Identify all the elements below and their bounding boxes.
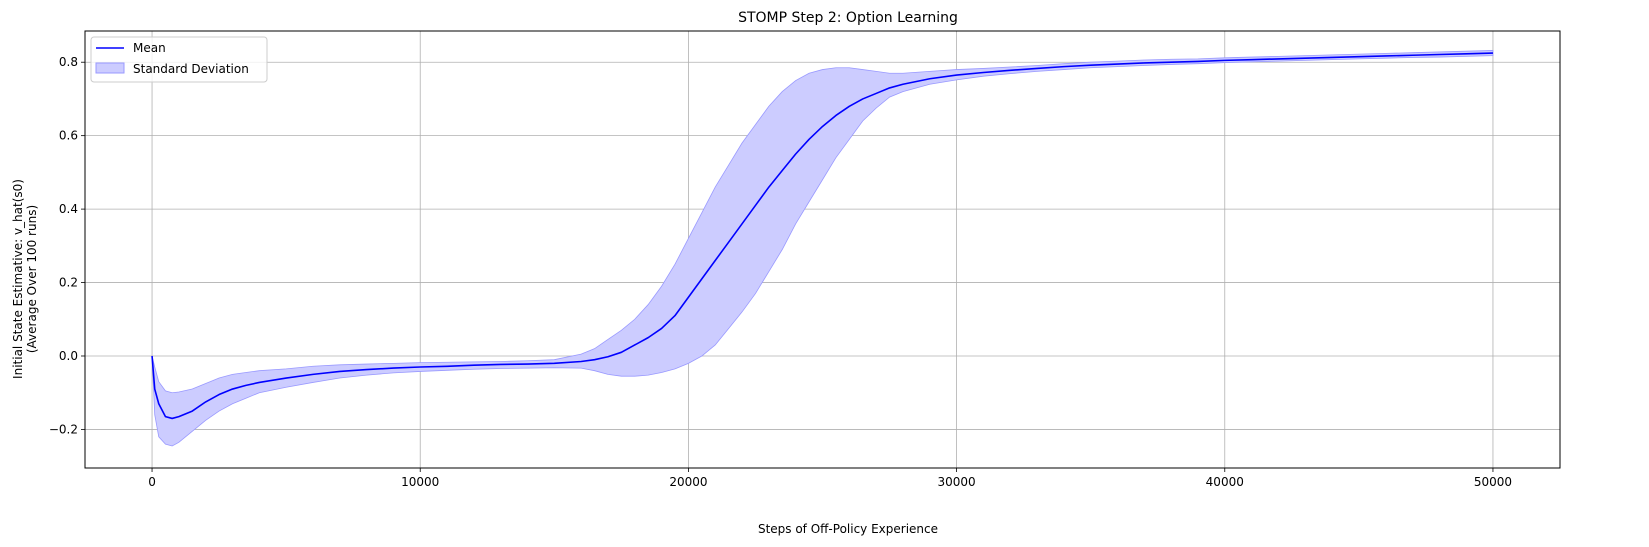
x-tick-label-1: 10000 bbox=[401, 475, 439, 489]
x-tick-label-3: 30000 bbox=[937, 475, 975, 489]
legend: Mean Standard Deviation bbox=[90, 36, 268, 83]
x-tick-label-2: 20000 bbox=[669, 475, 707, 489]
x-tick-label-4: 40000 bbox=[1206, 475, 1244, 489]
y-axis-label-line-1: Initial State Estimative: v_hat(s0) bbox=[11, 179, 25, 379]
legend-mean-label: Mean bbox=[133, 41, 166, 55]
x-tick-label-0: 0 bbox=[148, 475, 156, 489]
y-tick-label-5: 0.8 bbox=[59, 55, 78, 69]
x-axis-ticks: 0 10000 20000 30000 40000 50000 bbox=[148, 468, 1512, 489]
y-axis-label: Initial State Estimative: v_hat(s0) (Ave… bbox=[11, 179, 39, 379]
legend-std-label: Standard Deviation bbox=[133, 62, 249, 76]
y-tick-label-3: 0.4 bbox=[59, 202, 78, 216]
y-tick-label-4: 0.6 bbox=[59, 129, 78, 143]
y-tick-label-1: 0.0 bbox=[59, 349, 78, 363]
x-axis-label: Steps of Off-Policy Experience bbox=[758, 522, 938, 536]
y-axis-label-line-2: (Average Over 100 runs) bbox=[25, 205, 39, 353]
y-tick-label-2: 0.2 bbox=[59, 276, 78, 290]
mean-line bbox=[151, 52, 1493, 420]
y-tick-label-0: −0.2 bbox=[49, 422, 78, 436]
chart-title: STOMP Step 2: Option Learning bbox=[738, 10, 958, 26]
y-axis-ticks: −0.2 0.0 0.2 0.4 0.6 0.8 bbox=[49, 55, 85, 436]
legend-box bbox=[90, 36, 268, 83]
legend-std-swatch bbox=[95, 62, 125, 74]
x-tick-label-5: 50000 bbox=[1474, 475, 1512, 489]
plot-frame bbox=[84, 30, 1561, 469]
